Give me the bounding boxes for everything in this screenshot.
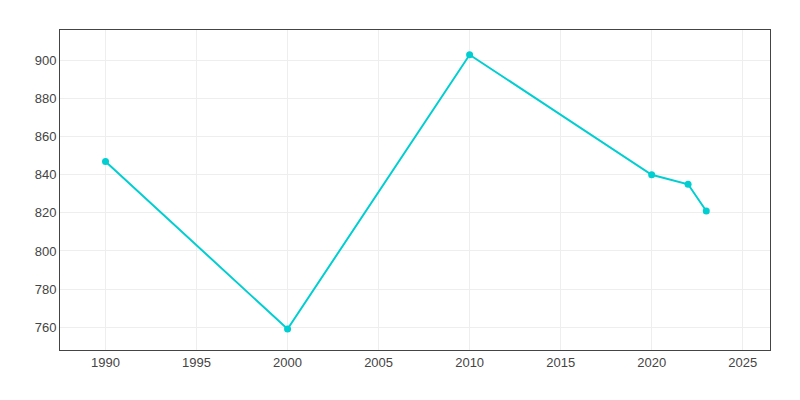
svg-text:1990: 1990 <box>91 355 120 370</box>
svg-text:1995: 1995 <box>182 355 211 370</box>
svg-text:2025: 2025 <box>728 355 757 370</box>
svg-text:2020: 2020 <box>637 355 666 370</box>
svg-text:2015: 2015 <box>546 355 575 370</box>
svg-text:840: 840 <box>35 167 57 182</box>
svg-text:2010: 2010 <box>455 355 484 370</box>
svg-text:860: 860 <box>35 129 57 144</box>
svg-text:760: 760 <box>35 320 57 335</box>
svg-text:800: 800 <box>35 244 57 259</box>
svg-text:820: 820 <box>35 205 57 220</box>
svg-text:2005: 2005 <box>364 355 393 370</box>
svg-text:900: 900 <box>35 53 57 68</box>
svg-text:2000: 2000 <box>273 355 302 370</box>
svg-text:880: 880 <box>35 91 57 106</box>
svg-text:780: 780 <box>35 282 57 297</box>
